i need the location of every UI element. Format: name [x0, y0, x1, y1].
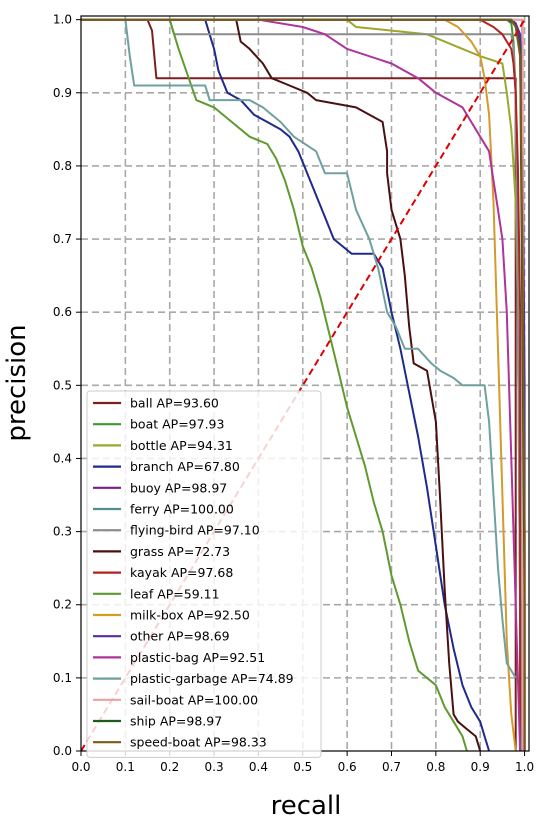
legend-box	[86, 390, 322, 758]
y-tick-label: 0.6	[53, 305, 72, 319]
legend-label: other AP=98.69	[130, 629, 230, 644]
series-line-milk-box	[81, 18, 517, 752]
y-axis-label: precision	[2, 324, 32, 441]
x-tick-label: 0.4	[249, 760, 268, 774]
legend-entry-milk-box: milk-box AP=92.50	[93, 608, 250, 623]
series-line-kayak	[81, 18, 522, 751]
series-line-speed-boat	[81, 18, 526, 751]
legend-entry-plastic-garbage: plastic-garbage AP=74.89	[93, 671, 294, 686]
legend-entry-leaf: leaf AP=59.11	[93, 586, 220, 601]
legend-label: boat AP=97.93	[130, 417, 224, 432]
legend-entry-speed-boat: speed-boat AP=98.33	[93, 735, 267, 750]
legend-label: ball AP=93.60	[130, 396, 219, 411]
x-tick-label: 0.1	[116, 760, 135, 774]
legend-label: sail-boat AP=100.00	[130, 692, 258, 707]
y-tick-label: 1.0	[53, 13, 72, 27]
series-line-plastic-garbage	[81, 18, 517, 679]
legend-label: plastic-bag AP=92.51	[130, 650, 265, 665]
legend-entry-ball: ball AP=93.60	[93, 396, 219, 411]
y-tick-label: 0.9	[53, 86, 72, 100]
legend-label: bottle AP=94.31	[130, 438, 233, 453]
x-tick-label: 0.0	[71, 760, 90, 774]
y-tick-label: 0.7	[53, 232, 72, 246]
x-tick-label: 0.7	[382, 760, 401, 774]
legend-entry-other: other AP=98.69	[93, 629, 230, 644]
legend-entry-grass: grass AP=72.73	[93, 544, 230, 559]
legend-entry-ship: ship AP=98.97	[93, 714, 222, 729]
legend-label: flying-bird AP=97.10	[130, 523, 260, 538]
legend-entry-sail-boat: sail-boat AP=100.00	[93, 692, 258, 707]
legend-label: milk-box AP=92.50	[130, 608, 250, 623]
x-tick-label: 0.3	[205, 760, 224, 774]
legend-label: ship AP=98.97	[130, 714, 222, 729]
y-tick-label: 0.3	[53, 525, 72, 539]
legend-entry-ferry: ferry AP=100.00	[93, 502, 234, 517]
legend-entry-kayak: kayak AP=97.68	[93, 565, 233, 580]
x-tick-label: 0.6	[338, 760, 357, 774]
x-tick-label: 1.0	[515, 760, 534, 774]
y-tick-label: 0.5	[53, 378, 72, 392]
y-tick-label: 0.2	[53, 598, 72, 612]
x-tick-label: 0.9	[471, 760, 490, 774]
legend-label: leaf AP=59.11	[130, 586, 220, 601]
legend-label: grass AP=72.73	[130, 544, 230, 559]
legend-entry-plastic-bag: plastic-bag AP=92.51	[93, 650, 265, 665]
series-line-branch	[81, 18, 491, 752]
legend-label: branch AP=67.80	[130, 459, 240, 474]
axis-ticks: 0.0 0.1 0.2 0.3 0.4 0.5 0.6 0.7 0.8 0.9 1.0 0.0 0.1 0…	[53, 13, 534, 774]
legend-label: ferry AP=100.00	[130, 502, 234, 517]
series-line-leaf	[81, 18, 468, 752]
legend-label: plastic-garbage AP=74.89	[130, 671, 294, 686]
y-tick-label: 0.4	[53, 451, 72, 465]
y-tick-label: 0.8	[53, 159, 72, 173]
y-tick-label: 0.1	[53, 671, 72, 685]
legend-entry-buoy: buoy AP=98.97	[93, 480, 227, 495]
x-axis-label: recall	[271, 791, 342, 819]
legend-entry-bottle: bottle AP=94.31	[93, 438, 233, 453]
legend: ball AP=93.60 boat AP=97.93 bottle AP=94.3…	[86, 390, 322, 758]
y-tick-label: 0.0	[53, 744, 72, 758]
legend-entry-flying-bird: flying-bird AP=97.10	[93, 523, 260, 538]
x-tick-label: 0.8	[426, 760, 445, 774]
legend-label: speed-boat AP=98.33	[130, 735, 267, 750]
legend-entry-boat: boat AP=97.93	[93, 417, 224, 432]
series-line-grass	[81, 18, 482, 752]
x-tick-label: 0.2	[160, 760, 179, 774]
x-tick-label: 0.5	[293, 760, 312, 774]
legend-label: buoy AP=98.97	[130, 480, 227, 495]
legend-entry-branch: branch AP=67.80	[93, 459, 240, 474]
legend-label: kayak AP=97.68	[130, 565, 233, 580]
series-lines	[81, 18, 526, 752]
series-line-plastic-bag	[81, 18, 522, 752]
